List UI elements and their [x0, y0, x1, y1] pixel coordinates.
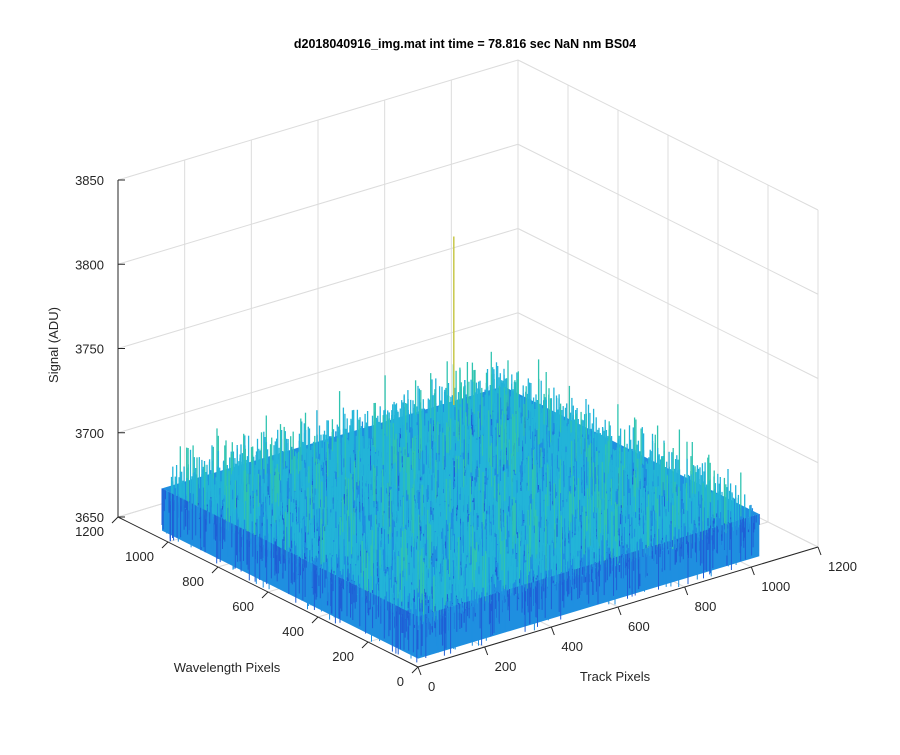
surface-plot: 0200400600800100012000200400600800100012… — [0, 0, 900, 750]
